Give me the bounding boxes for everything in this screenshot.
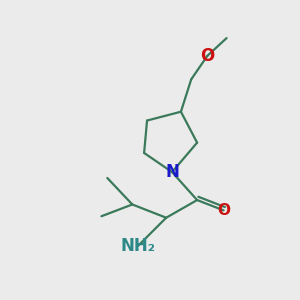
Text: NH₂: NH₂ [121,237,156,255]
Text: O: O [217,203,230,218]
Text: N: N [165,163,179,181]
Text: O: O [200,47,214,65]
